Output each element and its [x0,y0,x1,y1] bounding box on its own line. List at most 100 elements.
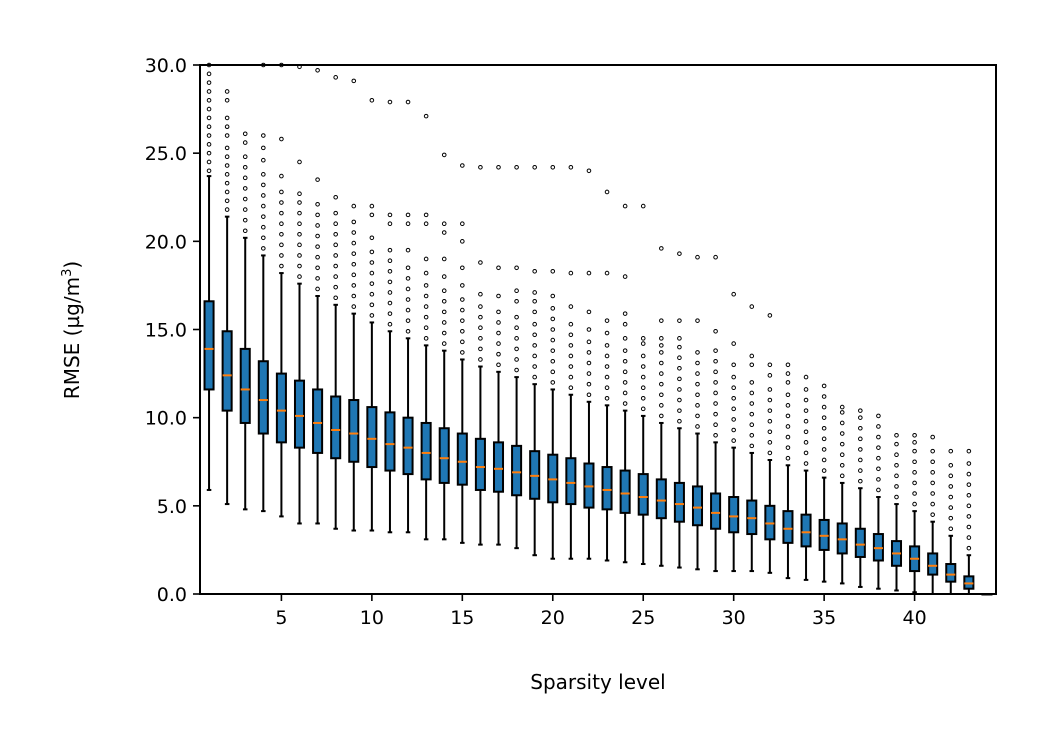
outlier-point [767,429,773,435]
outlier-point [369,212,375,218]
outlier-point [930,501,935,507]
outlier-point [948,473,954,479]
outlier-point [948,515,954,521]
box [710,492,722,530]
outlier-point [279,173,284,179]
outlier-point [351,219,357,225]
outlier-point [876,487,881,493]
outlier-point [659,392,664,398]
outlier-point [568,343,574,348]
outlier-point [659,360,664,366]
outlier-point [749,401,755,406]
outlier-point [369,249,375,255]
outlier-point [930,512,935,517]
box-group-19 [529,164,541,557]
outlier-point [423,283,429,288]
outlier-point [496,351,501,357]
outlier-point [297,200,302,205]
box [673,481,685,523]
box-group-37 [854,408,866,588]
box-group-10 [366,97,378,532]
outlier-point [640,395,646,401]
outlier-point [821,383,827,389]
outlier-point [315,286,320,292]
outlier-point [550,358,556,364]
x-tick-label: 10 [360,607,384,629]
outlier-point [279,242,284,248]
outlier-point [604,395,610,401]
outlier-point [496,164,501,170]
x-tick-label: 20 [541,607,565,629]
outlier-point [713,358,718,364]
outlier-point [369,291,375,297]
outlier-point [261,235,266,241]
outlier-point [622,348,628,353]
outlier-point [568,374,574,380]
outlier-point [369,97,375,103]
box-group-34 [800,374,812,581]
box-group-36 [836,404,848,585]
box [854,527,866,558]
outlier-point [206,115,212,121]
outlier-point [261,145,266,151]
outlier-point [242,228,248,234]
outlier-point [640,406,646,412]
outlier-point [550,348,556,353]
outlier-point [369,260,375,265]
outlier-point [242,186,248,191]
outlier-point [315,202,320,207]
outlier-point [695,350,700,355]
outlier-point [514,357,519,362]
outlier-point [695,381,700,387]
outlier-point [369,302,375,308]
box-group-4 [257,62,269,513]
outlier-point [206,168,212,174]
outlier-point [749,433,755,438]
box [239,347,251,424]
outlier-point [966,545,972,551]
outlier-point [206,124,212,130]
outlier-point [677,355,682,361]
outlier-point [785,434,791,440]
outlier-point [351,261,357,267]
outlier-point [261,203,266,209]
outlier-point [568,164,574,170]
outlier-point [279,221,284,226]
y-tick-label: 20.0 [145,231,187,253]
outlier-point [586,381,592,387]
outlier-point [460,239,465,244]
outlier-point [821,457,827,463]
box-group-3 [239,131,251,511]
outlier-point [387,221,393,226]
outlier-point [622,336,628,341]
outlier-point [930,470,935,475]
box [691,485,704,527]
outlier-point [622,358,628,364]
outlier-point [677,318,682,323]
outlier-point [966,514,972,519]
box-group-41 [927,434,939,595]
outlier-point [785,455,791,461]
outlier-point [224,207,230,212]
box [221,330,233,412]
y-axis-label: RMSE (µg/m3) [60,261,84,399]
outlier-point [550,164,556,170]
outlier-point [514,325,519,331]
x-axis-ticks: 5 10 15 20 25 30 35 40 [275,594,927,629]
outlier-point [333,274,338,279]
outlier-point [821,415,827,420]
outlier-point [858,447,863,452]
y-axis-label-main: RMSE (µg/m [60,277,84,399]
plot-area [203,62,993,596]
outlier-point [749,304,755,309]
outlier-point [242,175,248,181]
box [474,437,486,491]
outlier-point [839,462,845,468]
outlier-point [224,163,230,168]
outlier-point [677,376,682,382]
box [203,300,215,391]
outlier-point [242,217,248,223]
outlier-point [821,394,827,399]
outlier-point [821,468,827,473]
